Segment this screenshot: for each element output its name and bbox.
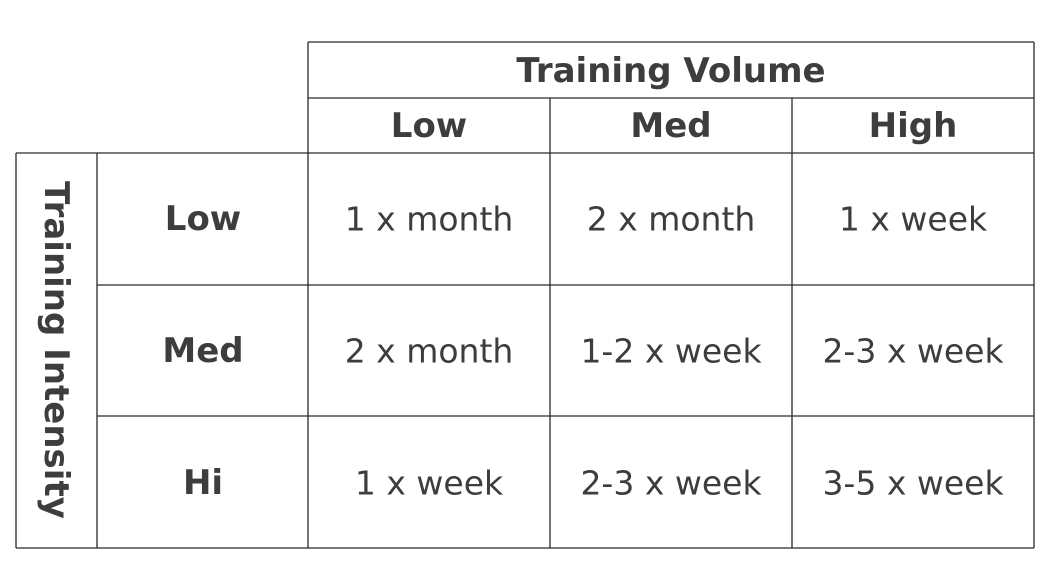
table-cell: 1-2 x week: [580, 332, 762, 371]
table-cell: 2-3 x week: [822, 332, 1004, 371]
table-cell: 1 x month: [345, 200, 514, 239]
row-header: Low: [165, 199, 241, 239]
column-header: Med: [630, 106, 711, 146]
table-cell: 2-3 x week: [580, 464, 762, 503]
grid: [15, 41, 1035, 549]
column-group-title: Training Volume: [516, 51, 825, 91]
table-cell: 1 x week: [839, 200, 988, 239]
table-cell: 2 x month: [345, 332, 514, 371]
table-cell: 2 x month: [587, 200, 756, 239]
table-cell: 3-5 x week: [822, 464, 1004, 503]
row-header: Med: [162, 331, 243, 371]
column-header: Low: [391, 106, 467, 146]
table-cell: 1 x week: [355, 464, 504, 503]
column-header: High: [869, 106, 958, 146]
row-header: Hi: [183, 463, 223, 503]
row-group-title: Training Intensity: [36, 181, 76, 519]
